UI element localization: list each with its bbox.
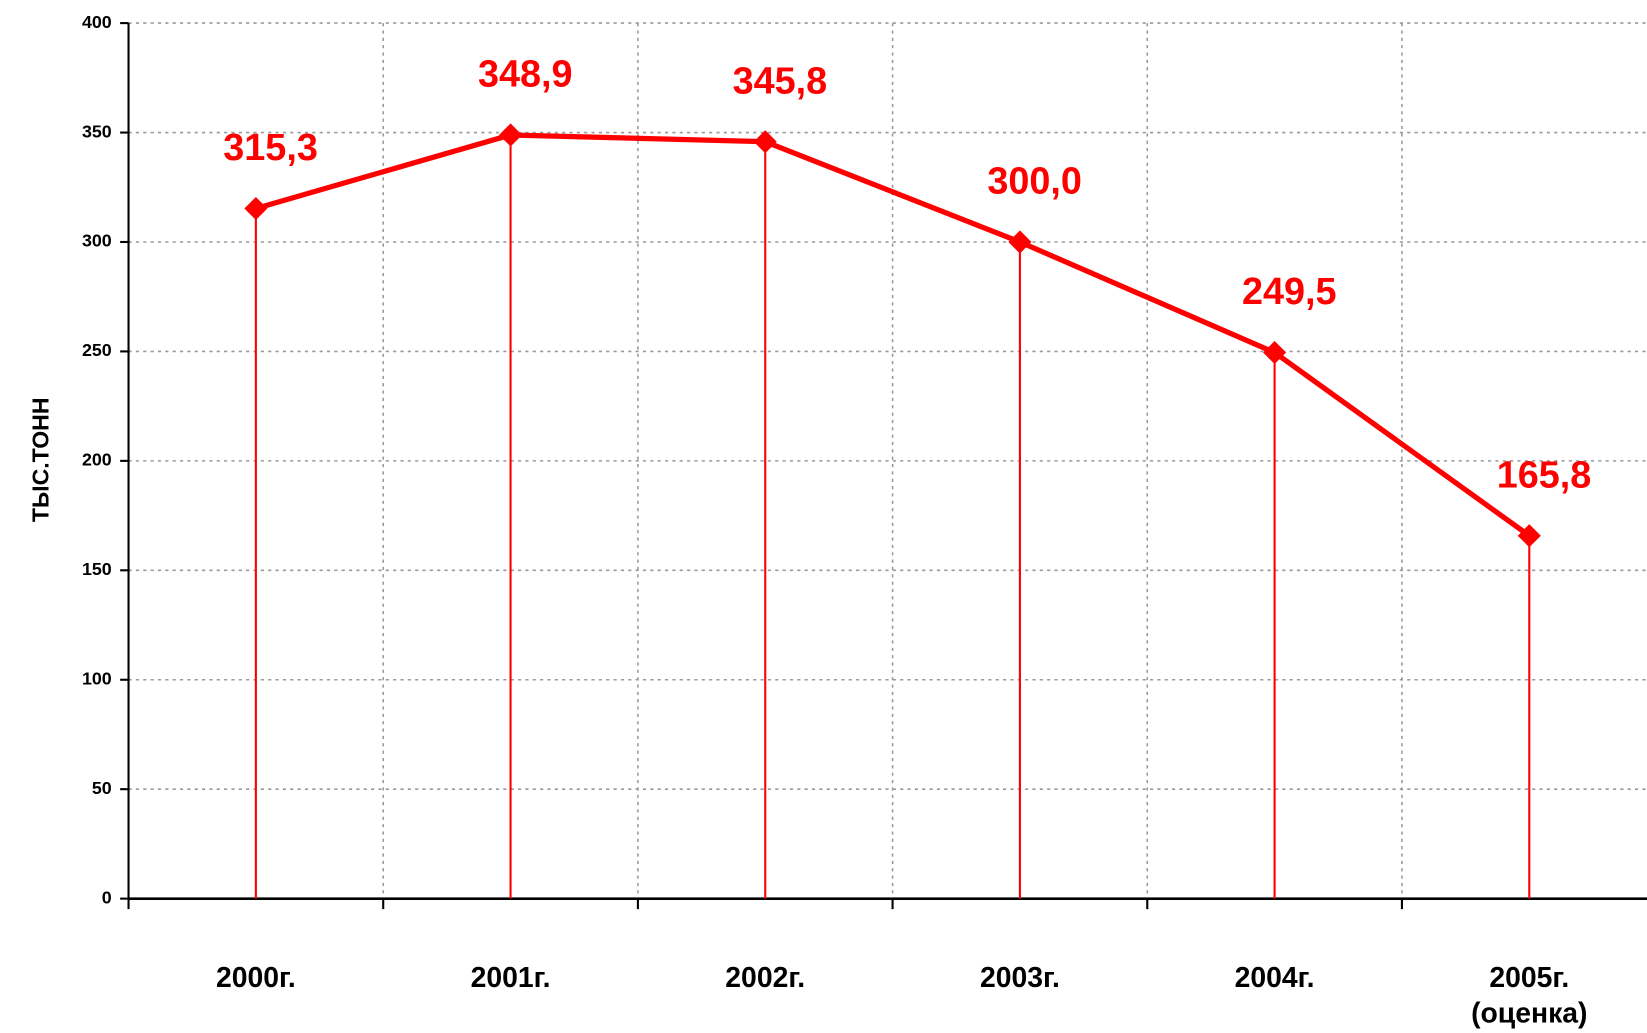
marker — [753, 130, 777, 154]
data-label: 315,3 — [223, 127, 318, 169]
data-label: 249,5 — [1242, 271, 1337, 313]
x-tick-label: 2002г. — [725, 962, 805, 994]
data-label: 345,8 — [733, 60, 828, 102]
data-label: 348,9 — [478, 54, 573, 96]
data-label: 165,8 — [1497, 454, 1592, 496]
x-tick-label: 2003г. — [980, 962, 1060, 994]
line — [255, 132, 1531, 538]
x-tick-label: 2001г. — [471, 962, 551, 994]
y-axis-label: ТЫС.ТОНН — [28, 398, 54, 523]
y-tick-label: 150 — [82, 559, 112, 579]
y-tick-label: 350 — [82, 121, 112, 141]
marker — [244, 196, 268, 221]
marker — [1008, 230, 1032, 254]
marker — [1263, 340, 1287, 365]
y-tick-label: 50 — [92, 778, 112, 798]
x-tick-label: 2000г. — [216, 962, 296, 994]
y-tick-label: 100 — [82, 668, 112, 688]
x-tick-label: 2005г. (оценка) — [1471, 962, 1587, 1030]
y-tick-label: 0 — [102, 887, 112, 907]
y-tick-label: 300 — [82, 231, 112, 251]
marker — [499, 123, 523, 147]
y-tick-label: 400 — [82, 12, 112, 32]
data-label: 300,0 — [987, 161, 1082, 203]
x-tick-label: 2004г. — [1235, 962, 1315, 994]
y-tick-label: 250 — [82, 340, 112, 360]
y-tick-label: 200 — [82, 450, 112, 470]
